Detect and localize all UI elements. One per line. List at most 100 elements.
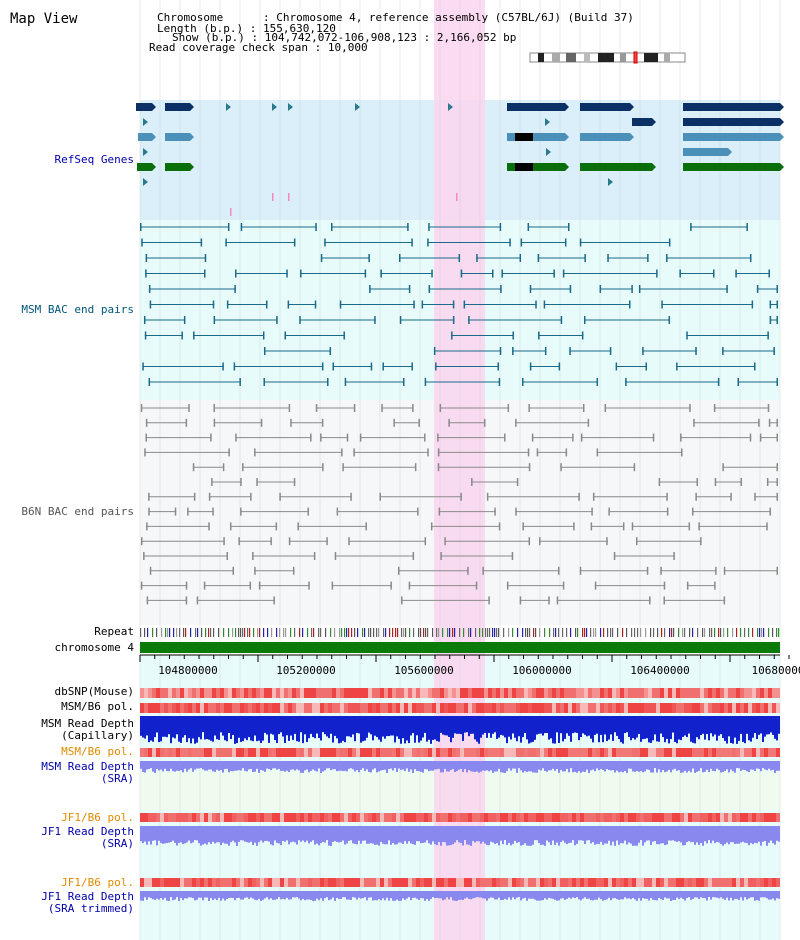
bac-end [188,404,190,412]
heatmap-cell [284,703,288,713]
repeat-element [197,628,199,637]
heatmap-cell [436,748,440,757]
depth-bar [514,891,516,900]
repeat-element [373,628,375,637]
heatmap-cell [352,878,356,887]
depth-bar [742,716,744,742]
heatmap-cell [280,813,284,822]
depth-bar [280,716,282,733]
depth-bar [716,716,718,741]
depth-bar [582,716,584,734]
heatmap-cell [192,703,196,713]
heatmap-cell [620,688,624,698]
depth-bar [688,826,690,842]
bac-end [501,269,503,278]
repeat-element [263,628,265,637]
depth-bar [442,891,444,901]
heatmap-cell [644,878,648,887]
bac-end [471,478,473,486]
label-msm-depth-sra-2[interactable]: (SRA) [100,772,134,785]
bac-end [240,478,242,486]
depth-bar [260,761,262,770]
heatmap-cell [180,688,184,698]
depth-bar [388,761,390,770]
heatmap-cell [552,703,556,713]
depth-bar [254,891,256,900]
heatmap-cell [776,748,780,757]
heatmap-cell [776,703,780,713]
heatmap-cell [524,813,528,822]
bac-end [140,581,143,590]
bac-end [226,552,229,560]
repeat-element [152,628,154,637]
heatmap-cell [696,688,700,698]
depth-bar [662,761,664,770]
heatmap-cell [344,703,348,713]
depth-bar [326,761,328,769]
depth-bar [468,891,470,899]
label-msm-b6-pol-1[interactable]: MSM/B6 pol. [61,700,134,713]
label-jf1-pol-1[interactable]: JF1/B6 pol. [61,811,134,824]
label-refseq-genes[interactable]: RefSeq Genes [54,153,134,166]
bac-end [488,596,490,605]
heatmap-cell [732,813,736,822]
heatmap-cell [632,813,636,822]
depth-bar [452,891,454,901]
label-jf1-depth-trim-1[interactable]: JF1 Read Depth [41,890,134,903]
gene-block [683,103,780,111]
label-chromosome[interactable]: chromosome 4 [54,641,134,654]
depth-bar [424,716,426,733]
heatmap-cell [736,878,740,887]
depth-bar [550,826,552,845]
depth-bar [214,826,216,844]
depth-bar [610,826,612,846]
depth-bar [204,761,206,771]
bac-end [308,581,310,590]
heatmap-cell [408,878,412,887]
chromosome-bar[interactable] [140,642,780,653]
label-msm-b6-pol-2[interactable]: MSM/B6 pol. [61,745,134,758]
label-msm-depth-sra-1[interactable]: MSM Read Depth [41,760,134,773]
heatmap-cell [216,688,220,698]
label-jf1-pol-2[interactable]: JF1/B6 pol. [61,876,134,889]
label-repeat[interactable]: Repeat [94,625,134,638]
label-msm-depth-cap-2[interactable]: (Capillary) [61,729,134,742]
heatmap-cell [624,748,628,757]
depth-bar [578,826,580,841]
heatmap-cell [692,878,696,887]
depth-bar [242,826,244,841]
depth-bar [266,826,268,841]
gene-arrow [143,148,148,156]
bac-end [234,269,237,278]
heatmap-cell [560,878,564,887]
heatmap-cell [696,813,700,822]
heatmap-cell [664,688,668,698]
label-jf1-depth-sra-2[interactable]: (SRA) [100,837,134,850]
depth-bar [164,716,166,737]
label-b6n-bac[interactable]: B6N BAC end pairs [21,505,134,518]
heatmap-cell [196,703,200,713]
depth-bar [626,761,628,773]
label-msm-bac[interactable]: MSM BAC end pairs [21,303,134,316]
depth-bar [580,826,582,841]
heatmap-cell [284,813,288,822]
heatmap-cell [636,688,640,698]
label-dbsnp[interactable]: dbSNP(Mouse) [54,685,134,698]
heatmap-cell [444,688,448,698]
highlight-region[interactable] [434,0,485,940]
bac-end [242,463,244,472]
heatmap-cell [736,703,740,713]
chromosome-ideogram[interactable] [529,51,686,64]
heatmap-cell [140,688,144,698]
depth-bar [238,891,240,898]
depth-bar [722,716,724,739]
label-jf1-depth-trim-2[interactable]: (SRA trimmed) [47,902,134,915]
heatmap-cell [572,878,576,887]
heatmap-cell [728,703,732,713]
label-jf1-depth-sra-1[interactable]: JF1 Read Depth [41,825,134,838]
depth-bar [540,826,542,845]
depth-bar [506,891,508,900]
label-msm-depth-cap-1[interactable]: MSM Read Depth [41,717,134,730]
heatmap-cell [496,878,500,887]
depth-bar [260,716,262,744]
